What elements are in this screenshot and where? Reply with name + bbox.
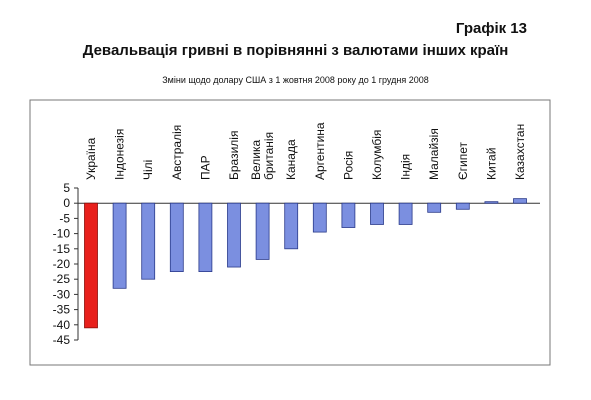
bar (141, 202, 156, 280)
y-tick-label: -30 (53, 287, 71, 301)
y-axis: 50-5 -10-15-20-25-30 -35-40-45 (53, 181, 540, 347)
chart-frame (29, 99, 551, 366)
bar (198, 202, 213, 272)
bar (112, 202, 127, 289)
graph-number-label: Графік 13 (455, 20, 527, 37)
bar (398, 202, 413, 225)
y-tick-label: 5 (63, 181, 70, 195)
category-label: Канада (284, 139, 298, 180)
category-label: британія (262, 132, 276, 180)
bar (455, 202, 470, 210)
category-label: Чілі (141, 160, 155, 180)
bar (84, 202, 98, 329)
category-label: Велика (249, 140, 263, 180)
category-label: Бразилія (227, 131, 241, 180)
y-tick-label: -40 (53, 318, 71, 332)
bar (284, 202, 299, 250)
y-tick-label: 0 (63, 196, 70, 210)
category-label: Індонезія (113, 129, 127, 180)
y-tick-label: -20 (53, 257, 71, 271)
bar (341, 202, 356, 228)
bar (169, 202, 184, 272)
category-labels: Україна Індонезія Чілі Австралія ПАР Бразилія… (84, 122, 527, 180)
bar (484, 201, 499, 204)
bars (84, 198, 527, 329)
category-label: Росія (341, 151, 355, 180)
bar (227, 202, 241, 268)
y-tick-label: -35 (53, 303, 71, 317)
bar (255, 202, 270, 260)
bar (427, 202, 442, 213)
category-label: Колумбія (370, 130, 384, 180)
category-label: Єгипет (456, 142, 470, 180)
category-label: Малайзія (427, 128, 441, 180)
category-label: Індія (399, 154, 413, 180)
y-tick-label: -5 (59, 211, 70, 225)
category-label: Україна (84, 137, 98, 180)
bar (370, 202, 384, 225)
y-tick-label: -25 (53, 272, 71, 286)
y-tick-label: -45 (53, 333, 71, 347)
category-label: ПАР (198, 155, 212, 180)
category-label: Аргентина (313, 122, 327, 180)
bar (312, 202, 327, 233)
y-tick-label: -10 (53, 227, 71, 241)
category-label: Австралія (170, 125, 184, 180)
chart-subtitle: Зміни щодо долару США з 1 жовтня 2008 ро… (162, 75, 429, 85)
y-tick-label: -15 (53, 242, 71, 256)
category-label: Казахстан (513, 124, 527, 180)
chart-title: Девальвація гривні в порівнянні з валюта… (82, 42, 509, 59)
category-label: Китай (484, 148, 498, 180)
bar (513, 198, 527, 204)
